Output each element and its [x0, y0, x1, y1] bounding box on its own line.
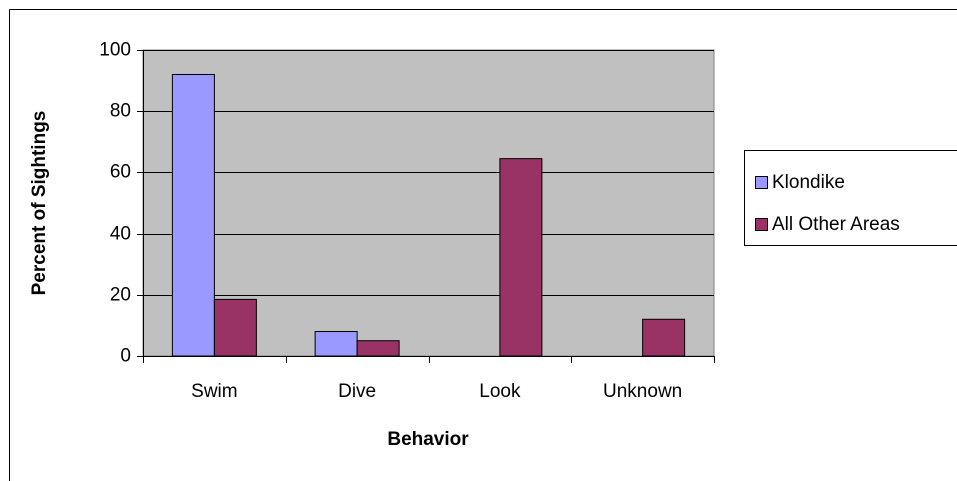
y-tick-label: 60	[110, 162, 131, 183]
x-tick-label: Look	[479, 381, 521, 402]
legend-swatch	[755, 176, 768, 189]
bar	[171, 73, 215, 357]
legend-label: All Other Areas	[772, 214, 900, 235]
bar	[314, 331, 358, 357]
y-axis-label: Percent of Sightings	[29, 111, 50, 296]
x-axis-label: Behavior	[387, 429, 469, 450]
x-tick-label: Swim	[191, 381, 237, 402]
bar	[356, 340, 400, 357]
bar	[213, 298, 257, 357]
legend-swatch	[755, 218, 768, 231]
legend-label: Klondike	[772, 172, 845, 193]
legend	[744, 150, 957, 246]
y-tick-label: 80	[110, 101, 131, 122]
x-tick-label: Dive	[338, 381, 376, 402]
y-tick-label: 100	[99, 40, 131, 61]
y-tick-label: 0	[120, 346, 131, 367]
x-tick-label: Unknown	[603, 381, 682, 402]
bar	[499, 158, 543, 357]
y-tick-label: 20	[110, 285, 131, 306]
bar	[642, 318, 686, 357]
y-tick-label: 40	[110, 224, 131, 245]
